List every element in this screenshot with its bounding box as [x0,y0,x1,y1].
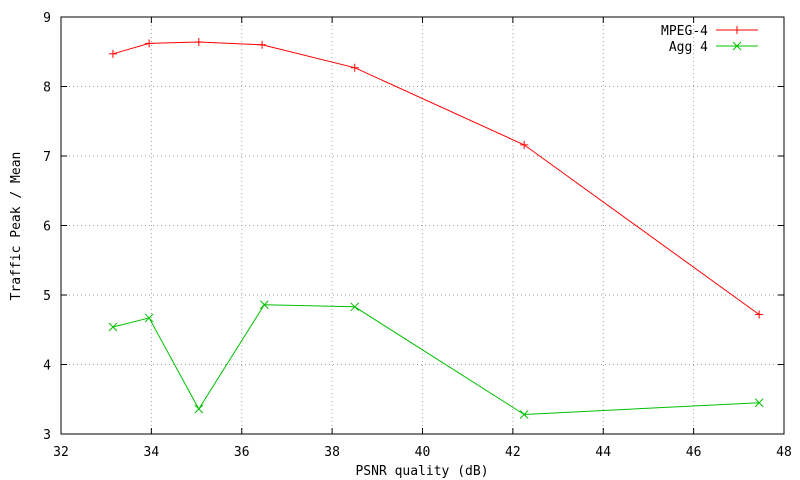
y-tick-label: 4 [43,359,51,374]
legend-entry-mpeg-4: MPEG-4 [661,24,758,39]
data-point-mpeg-4 [258,40,267,49]
data-point-agg-4 [350,302,360,312]
x-tick-label: 42 [505,445,521,460]
y-tick-label: 8 [43,81,51,96]
legend-marker [733,26,741,34]
x-axis-title: PSNR quality (dB) [355,464,488,479]
series-layer [108,38,764,419]
y-tick-label: 3 [43,428,51,443]
data-point-mpeg-4 [755,310,764,319]
x-tick-label: 38 [324,445,340,460]
data-point-agg-4 [108,322,118,332]
x-tick-label: 40 [415,445,431,460]
grid-lines [61,17,784,434]
y-tick-label: 6 [43,220,51,235]
x-tick-label: 48 [776,445,792,460]
data-point-agg-4 [519,410,529,419]
tick-marks [60,16,785,435]
series-agg-4 [108,300,764,419]
x-tick-label: 44 [595,445,611,460]
data-point-mpeg-4 [520,140,529,149]
y-axis-tick-labels: 3 4 5 6 7 8 9 [43,11,51,443]
x-axis-tick-labels: 32 34 36 38 40 42 44 46 48 [53,445,792,460]
data-point-agg-4 [194,404,204,414]
y-tick-label: 7 [43,150,51,165]
x-tick-label: 46 [686,445,702,460]
y-tick-label: 9 [43,11,51,26]
x-tick-label: 34 [144,445,160,460]
data-point-mpeg-4 [350,63,359,72]
legend-marker [732,41,742,51]
series-mpeg-4 [108,38,764,319]
series-line-agg-4 [112,304,760,416]
data-point-agg-4 [259,300,269,310]
legend-label: Agg 4 [669,40,708,55]
x-tick-label: 32 [53,445,69,460]
data-point-mpeg-4 [145,39,154,48]
legend-entry-agg-4: Agg 4 [669,40,758,55]
data-point-mpeg-4 [194,38,203,47]
y-axis-title: Traffic Peak / Mean [9,152,24,301]
x-tick-label: 36 [234,445,250,460]
data-point-agg-4 [144,313,154,323]
data-point-mpeg-4 [108,49,117,58]
y-tick-label: 5 [43,289,51,304]
data-point-agg-4 [754,398,764,408]
series-line-mpeg-4 [112,41,760,315]
legend-label: MPEG-4 [661,24,708,39]
